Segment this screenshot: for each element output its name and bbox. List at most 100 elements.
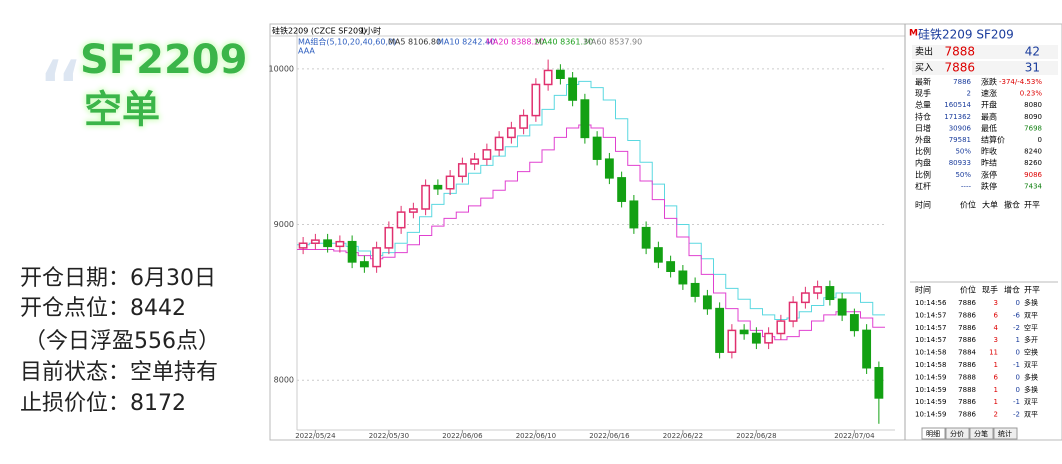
stat-value: ---- [961,182,972,190]
trade-cell: 多换 [1024,372,1038,381]
y-tick-label: 8000 [274,376,294,385]
stat-label: 日增 [915,123,931,133]
trade-cell: 4 [994,324,999,332]
trade-cell: 3 [994,336,998,344]
tab-label[interactable]: 统计 [998,429,1012,438]
trade-cell: -2 [1013,411,1020,419]
candle-body [874,366,884,399]
candle-body [862,329,872,369]
stat-label: 结算价 [981,135,1005,145]
tab-label[interactable]: 分笔 [974,429,988,438]
trade-cell: 10:14:57 [915,324,946,332]
trade-cell: 1 [994,386,998,394]
stat-value: 7886 [953,78,971,86]
quote-label: 卖出 [915,46,933,58]
quote-label: 买入 [915,63,933,74]
candle-body [813,286,823,294]
stat-label: 昨收 [981,146,997,156]
candle-body [702,295,712,310]
trade-cell: 1 [994,398,998,406]
stat-label: 杠杆 [915,181,931,191]
stat-value: 50% [955,171,971,179]
window [269,23,1062,441]
quote-row [912,61,1058,75]
tab[interactable] [993,427,1018,440]
candle-body [617,177,627,202]
stat-value: 30906 [949,124,972,132]
x-tick-label: 2022/06/06 [442,432,483,440]
stat-label: 开盘 [981,100,997,110]
candle-body [433,184,443,190]
stat-label: 最低 [981,123,997,133]
candle-body [678,270,688,285]
stat-label: 跌停 [981,181,997,191]
candle-body [751,332,761,344]
stat-label: 比例 [915,146,931,156]
tab-label[interactable]: 明细 [926,429,940,438]
quote-row [912,45,1058,59]
trade-cell: 多开 [1024,335,1038,344]
candle-body [715,307,725,353]
candle-body [776,320,786,335]
candle-body [347,240,357,263]
promo-line: 开仓日期：6月30日 [20,266,216,291]
x-tick-label: 2022/06/22 [663,432,703,440]
indicator: MA组合(5,10,20,40,60,0) [298,37,396,47]
x-tick-label: 2022/05/30 [369,432,409,440]
candle-body [298,242,308,249]
stat-value: 9086 [1024,171,1042,179]
tab[interactable] [945,427,970,440]
promo-line: 目前状态：空单持有 [20,360,218,385]
indicator-value: MA20 8388.20 [486,38,544,47]
quote-volume: 42 [1025,45,1040,59]
quote-volume: 31 [1025,61,1040,75]
trade-cell: 10:14:59 [915,411,946,419]
trade-cell: -2 [1013,324,1020,332]
period: 1小时 [360,26,381,36]
trade-cell: 空换 [1024,348,1038,357]
candle-body [666,261,676,272]
column-header: 价位 [960,285,976,295]
stat-label: 总量 [915,100,931,110]
stat-value: 8260 [1024,159,1042,167]
stat-value: -374/-4.53% [999,78,1042,86]
trade-cell: 11 [989,349,998,357]
candle-body [690,282,700,297]
candle-body [764,332,774,344]
stat-value: 8090 [1024,113,1042,121]
candle-body [482,149,492,160]
column-header: 大单 [982,200,998,210]
tab[interactable] [921,427,946,440]
trade-cell: 多换 [1024,298,1038,307]
trade-cell: 7888 [958,386,976,394]
trade-cell: 双平 [1024,361,1038,369]
candle-body [372,247,382,268]
candle-body [506,127,516,139]
candle-body [592,136,602,160]
quote-price: 7888 [944,45,975,59]
stat-value: 2 [967,90,971,98]
candle-body [629,200,639,229]
tab[interactable] [969,427,994,440]
candle-body [359,261,369,268]
promo-line: 开仓点位：8442 [20,296,186,321]
trade-cell: 双平 [1024,311,1038,319]
stat-value: 160514 [944,101,971,109]
candle-body [653,247,663,263]
tab-label[interactable]: 分价 [950,429,964,438]
candle-body [580,99,590,139]
candle-body [445,175,455,190]
trade-cell: 10:14:58 [915,361,946,369]
stat-value: 7698 [1024,124,1042,132]
stat-label: 速涨 [981,88,997,98]
trade-cell: -6 [1013,311,1021,319]
stat-value: 7434 [1024,182,1042,190]
stat-label: 昨结 [981,158,997,168]
stat-label: 涨停 [981,169,997,179]
indicator-value: MA5 8106.80 [388,38,441,47]
stat-label: 最新 [915,77,931,87]
chart-title: 硅铁2209 (CZCE SF209) [272,26,366,36]
candle-body [800,292,810,304]
